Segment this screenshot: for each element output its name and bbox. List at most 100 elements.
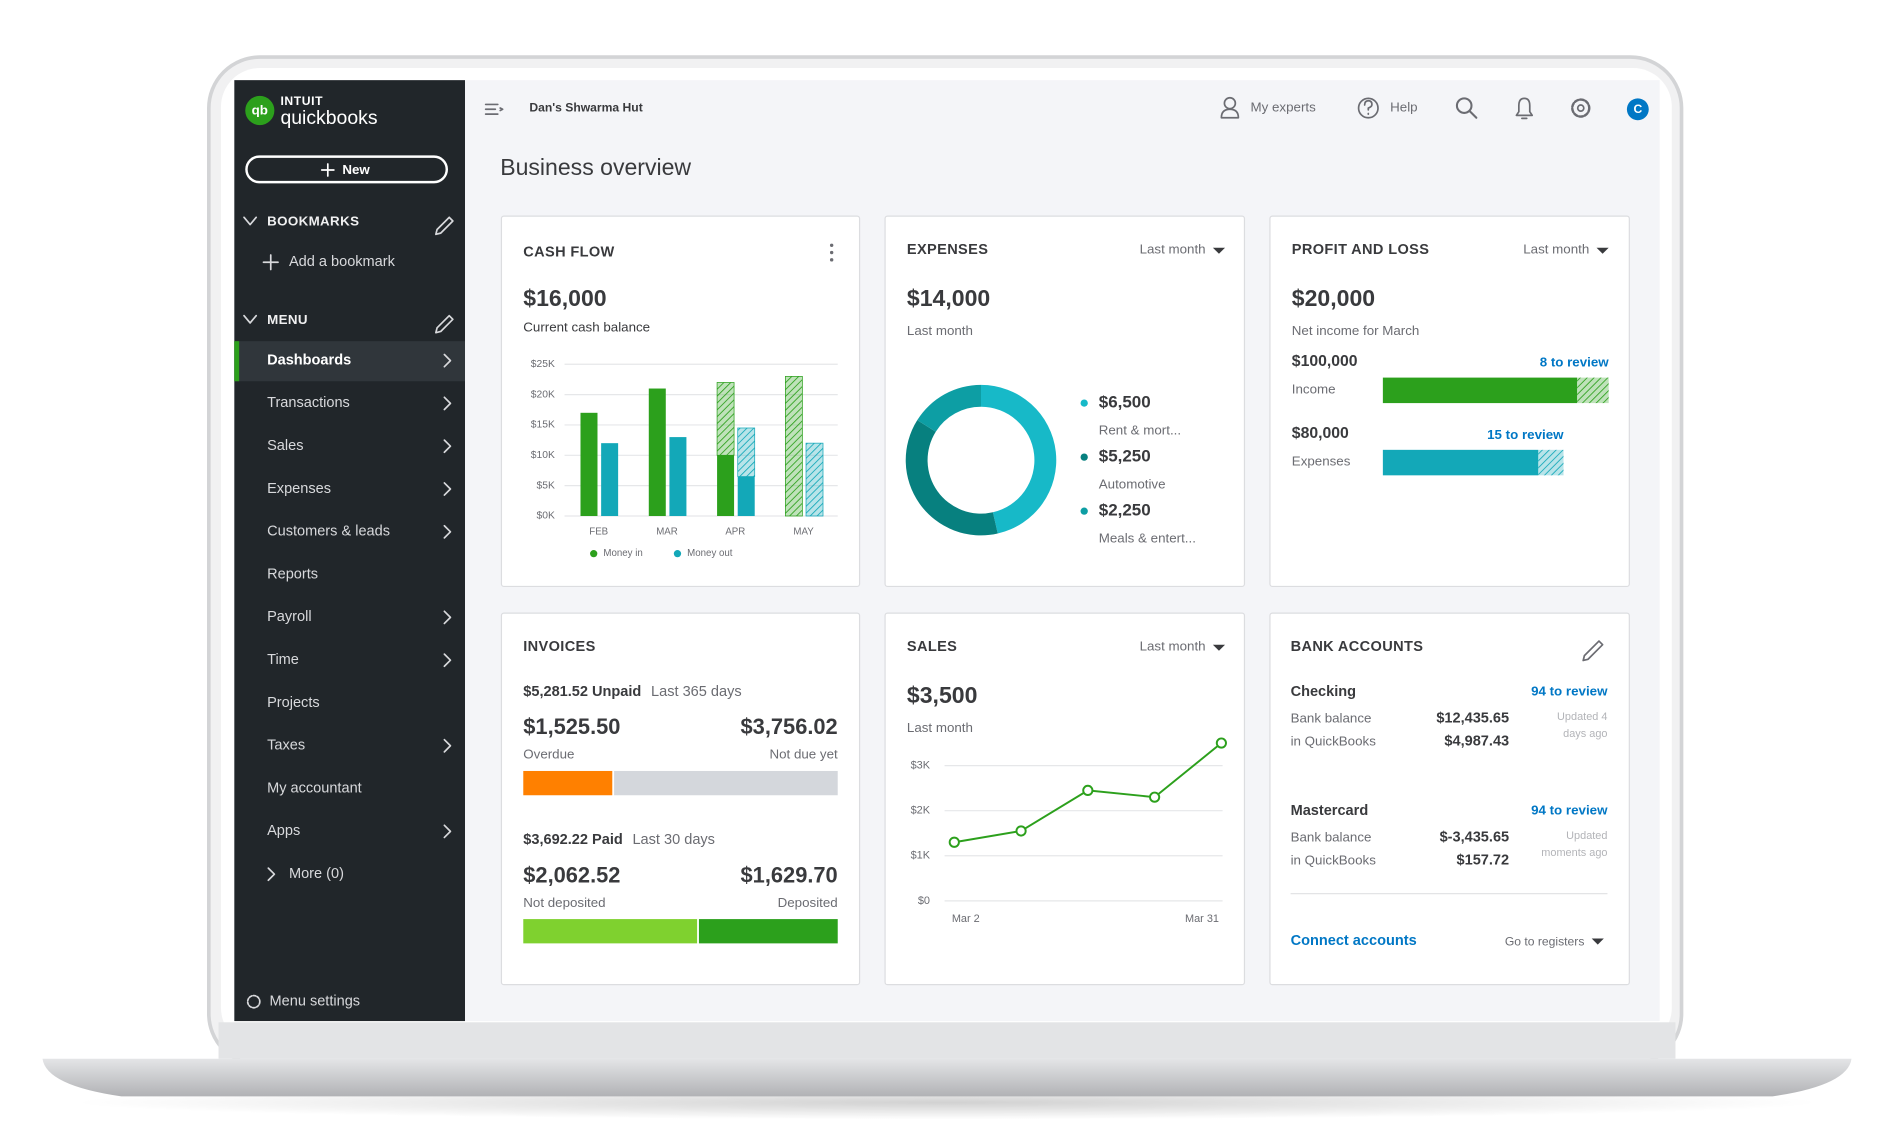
menu-icon[interactable] (484, 103, 504, 115)
bar-hatch (1577, 377, 1609, 404)
connect-link[interactable]: Connect accounts (1291, 933, 1417, 949)
registers-select[interactable]: Go to registers (1505, 934, 1585, 948)
chevron-icon[interactable] (443, 524, 452, 539)
bell-icon[interactable] (1515, 97, 1534, 120)
chevron-icon[interactable] (443, 610, 452, 625)
period-select[interactable]: Last month (1140, 639, 1206, 654)
kebab-icon[interactable] (829, 258, 834, 262)
chevron-icon[interactable] (443, 396, 452, 411)
y-tick-label: $25K (531, 359, 555, 370)
caret-icon[interactable] (1212, 247, 1226, 254)
invoice-period: Last 365 days (651, 684, 742, 700)
avatar[interactable] (1626, 98, 1649, 121)
updated-box: Updated moments ago (1541, 829, 1607, 858)
edit-icon[interactable] (1582, 640, 1604, 662)
review-link[interactable]: 94 to review (1531, 803, 1608, 818)
menu-item[interactable]: My accountant (267, 780, 362, 796)
topbar-link[interactable]: Help (1390, 100, 1417, 115)
chevron-icon[interactable] (443, 353, 452, 368)
y-tick-label: $10K (531, 450, 555, 461)
projected-bar (805, 442, 824, 517)
x-tick-label: APR (725, 526, 745, 537)
chevron-icon[interactable] (443, 482, 452, 496)
gear-icon[interactable] (246, 994, 261, 1009)
bar-label: Expenses (1292, 454, 1351, 469)
gear-icon[interactable] (1571, 98, 1591, 118)
search-icon[interactable] (1455, 97, 1473, 114)
menu-item[interactable]: Dashboards (267, 352, 351, 368)
search-icon (1468, 110, 1478, 119)
chevron-icon[interactable] (443, 824, 452, 839)
updated-note: Updated 4 days ago (1557, 710, 1608, 740)
topbar-link[interactable]: My experts (1251, 100, 1317, 115)
invoice-bar (698, 919, 838, 944)
point (1015, 825, 1027, 837)
caret-icon[interactable] (1212, 644, 1226, 651)
value-label: $80,000 (1292, 425, 1349, 442)
section-heading[interactable]: BOOKMARKS (267, 214, 359, 229)
plus-icon (262, 254, 279, 271)
kebab-icon[interactable] (829, 243, 834, 247)
menu-item[interactable]: Transactions (267, 395, 350, 411)
bar-label: Income (1292, 381, 1336, 396)
menu-settings[interactable]: Menu settings (270, 993, 361, 1009)
bar-fill (1382, 377, 1578, 404)
card-title: SALES (907, 639, 957, 655)
bezel-bottom (218, 1022, 1676, 1059)
y-tick-label: $2K (911, 805, 931, 817)
menu-item[interactable]: Taxes (267, 738, 305, 754)
card-title: BANK ACCOUNTS (1291, 639, 1424, 655)
chevron-icon[interactable] (443, 439, 452, 454)
card-title: CASH FLOW (523, 244, 614, 260)
period-select[interactable]: Last month (1523, 242, 1589, 257)
caret-icon[interactable] (1596, 247, 1609, 254)
help-icon (1363, 99, 1373, 115)
logo-mark: qb (252, 103, 268, 118)
bar (648, 388, 666, 517)
help-icon[interactable] (1357, 97, 1379, 119)
edit-icon[interactable] (435, 216, 454, 236)
menu-item[interactable]: Expenses (267, 481, 331, 497)
menu-item[interactable]: Projects (267, 695, 320, 711)
chevron-icon[interactable] (443, 738, 452, 753)
review-link[interactable]: 15 to review (1487, 427, 1564, 442)
invoice-total: $3,692.22 Paid (523, 832, 622, 848)
avatar-letter[interactable]: C (1633, 102, 1642, 116)
menu-item[interactable]: Customers & leads (267, 524, 390, 540)
bar (737, 476, 755, 517)
chevron-icon[interactable] (243, 314, 258, 324)
review-link[interactable]: 94 to review (1531, 684, 1608, 699)
invoice-bar (614, 770, 838, 796)
new-button-label[interactable]: New (342, 162, 370, 177)
menu-item[interactable]: Reports (267, 566, 318, 582)
menu-item[interactable]: Payroll (267, 609, 311, 625)
legend-label: Money out (687, 548, 733, 559)
chevron-icon[interactable] (443, 653, 452, 668)
legend-dot (590, 550, 598, 558)
period-select[interactable]: Last month (1140, 242, 1206, 257)
section-heading[interactable]: MENU (267, 312, 308, 327)
caption: Net income for March (1292, 323, 1420, 338)
menu-item[interactable]: Sales (267, 438, 303, 454)
new-button[interactable] (245, 155, 449, 184)
caption: Last month (907, 323, 973, 338)
bar (580, 412, 598, 517)
menu-item[interactable]: Apps (267, 823, 300, 839)
menu-more[interactable]: More (0) (289, 866, 344, 882)
menu-item[interactable]: Time (267, 652, 299, 668)
add-bookmark[interactable]: Add a bookmark (289, 254, 396, 270)
legend-value: $2,250 (1099, 501, 1151, 520)
invoice-bar (523, 770, 613, 796)
x-tick-label: MAR (656, 526, 678, 537)
edit-icon[interactable] (435, 314, 454, 334)
chevron-icon[interactable] (243, 216, 258, 226)
point (1149, 791, 1161, 803)
caret-icon[interactable] (1591, 938, 1604, 945)
card-title: PROFIT AND LOSS (1292, 242, 1429, 258)
review-link[interactable]: 8 to review (1540, 355, 1610, 370)
kebab-icon[interactable] (829, 250, 834, 255)
chevron-icon[interactable] (267, 867, 276, 882)
balance-amount: $157.72 (1457, 853, 1510, 869)
